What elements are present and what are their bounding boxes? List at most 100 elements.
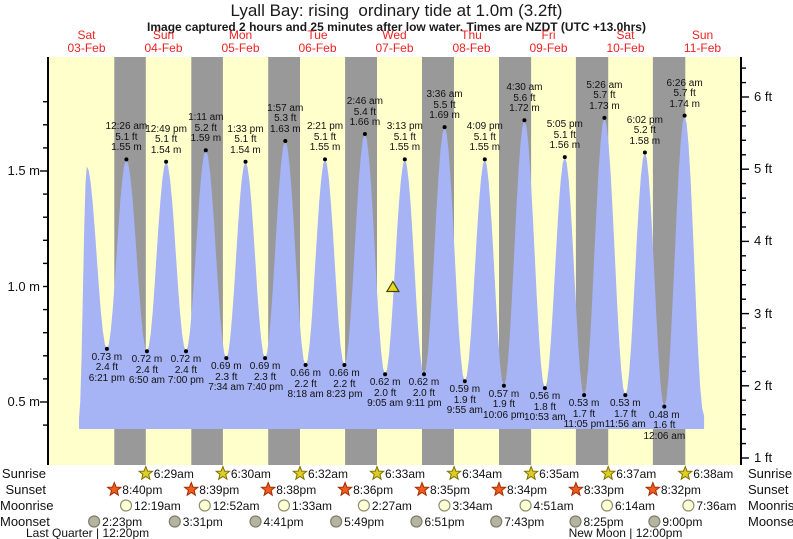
- tide-extreme-dot: [642, 150, 647, 155]
- high-tide-annotation: 5:05 pm 5.1 ft 1.56 m: [529, 120, 601, 152]
- annotation-line: 0.56 m: [529, 391, 561, 403]
- annotation-line: 11:05 pm: [563, 419, 605, 431]
- low-tide-annotation: 0.53 m 1.7 ft 11:05 pm: [548, 399, 620, 431]
- annotation-line: 12:49 pm: [145, 123, 187, 135]
- moonrise-time: 1:33am: [291, 498, 332, 513]
- high-tide-annotation: 6:26 am 5.7 ft 1.74 m: [649, 78, 721, 111]
- sunset-icon: [106, 481, 123, 497]
- tide-extreme-dot: [383, 372, 388, 377]
- sunrise-icon: [291, 465, 308, 481]
- annotation-line: 1.72 m: [509, 103, 540, 115]
- high-tide-annotation: 3:13 pm 5.1 ft 1.55 m: [369, 122, 441, 154]
- sunrise-time: 6:37am: [616, 466, 657, 481]
- low-tide-annotation: 0.62 m 2.0 ft 9:05 am: [349, 378, 421, 410]
- moonset-icon: [88, 515, 101, 528]
- annotation-line: 5:26 am: [586, 79, 623, 91]
- annotation-line: 1.58 m: [629, 135, 661, 147]
- sunset-row-label-left: Sunset: [5, 482, 46, 497]
- moon-phase-new-moon: New Moon | 12:00pm: [568, 526, 683, 539]
- day-date-label: 07-Feb: [375, 41, 414, 55]
- annotation-line: 3:36 am: [426, 89, 463, 101]
- annotation-line: 5.1 ft: [313, 131, 337, 143]
- moonrise-time: 4:51am: [533, 498, 574, 513]
- annotation-line: 0.53 m: [568, 398, 600, 410]
- moonrise-icon: [682, 499, 695, 512]
- annotation-line: 1.55 m: [111, 142, 142, 154]
- high-tide-annotation: 1:11 am 5.2 ft 1.59 m: [170, 113, 242, 145]
- page-subtitle: Image captured 2 hours and 25 minutes af…: [147, 20, 646, 34]
- sunrise-icon: [137, 465, 154, 481]
- annotation-line: 4:30 am: [506, 82, 543, 94]
- day-date-label: 05-Feb: [221, 41, 260, 55]
- tide-extreme-dot: [303, 363, 308, 367]
- annotation-line: 5.1 ft: [234, 134, 257, 146]
- low-tide-annotation: 0.72 m 2.4 ft 6:50 am: [111, 355, 183, 387]
- low-tide-annotation: 0.69 m 2.3 ft 7:34 am: [190, 362, 262, 394]
- annotation-line: 0.53 m: [609, 398, 641, 410]
- annotation-line: 12:06 am: [643, 430, 686, 442]
- tide-extreme-dot: [104, 346, 109, 351]
- annotation-line: 1.7 ft: [572, 408, 596, 420]
- annotation-line: 0.72 m: [131, 354, 163, 366]
- annotation-line: 5.1 ft: [553, 129, 576, 141]
- sunset-icon: [567, 481, 584, 497]
- moonset-icon: [330, 515, 343, 528]
- tide-extreme-dot: [482, 157, 487, 162]
- tide-extreme-dot: [542, 386, 547, 391]
- sunset-time: 8:40pm: [122, 482, 163, 497]
- annotation-line: 9:05 am: [367, 398, 404, 410]
- high-tide-annotation: 1:57 am 5.3 ft 1.63 m: [249, 103, 321, 136]
- sunset-time: 8:38pm: [276, 482, 317, 497]
- left-axis-tick-label: 1.0 m: [7, 278, 40, 294]
- annotation-line: 0.69 m: [249, 361, 281, 373]
- low-tide-annotation: 0.66 m 2.2 ft 8:23 pm: [308, 369, 380, 401]
- annotation-line: 2.4 ft: [95, 362, 118, 374]
- annotation-line: 2:21 pm: [306, 121, 344, 133]
- tide-extreme-dot: [422, 372, 426, 377]
- day-date-label: 11-Feb: [683, 41, 722, 55]
- sunrise-icon: [600, 465, 617, 481]
- annotation-line: 1.56 m: [549, 140, 581, 152]
- tide-extreme-dot: [582, 393, 587, 398]
- annotation-line: 10:06 pm: [483, 409, 525, 421]
- high-tide-annotation: 2:46 am 5.4 ft 1.66 m: [329, 97, 401, 129]
- sunrise-icon: [523, 465, 540, 481]
- day-date-label: 09-Feb: [529, 41, 568, 55]
- annotation-line: 5.4 ft: [353, 106, 376, 118]
- tide-extreme-dot: [562, 155, 567, 160]
- annotation-line: 0.59 m: [449, 384, 481, 396]
- tide-extreme-dot: [283, 139, 288, 143]
- annotation-line: 1.59 m: [190, 133, 222, 145]
- sunrise-icon: [369, 465, 386, 481]
- sunset-time: 8:39pm: [199, 482, 240, 497]
- moonset-icon: [648, 515, 661, 528]
- moonrise-icon: [198, 499, 211, 512]
- annotation-line: 11:56 am: [604, 419, 646, 431]
- annotation-line: 7:34 am: [208, 382, 245, 394]
- annotation-line: 5:05 pm: [546, 119, 583, 131]
- tide-extreme-dot: [203, 148, 208, 153]
- tide-extreme-dot: [144, 349, 149, 354]
- annotation-line: 1.9 ft: [492, 399, 516, 411]
- tide-extreme-dot: [462, 379, 467, 384]
- moonrise-icon: [519, 499, 532, 512]
- moonset-icon: [410, 515, 423, 528]
- annotation-line: 1:11 am: [188, 112, 224, 124]
- tide-extreme-dot: [184, 349, 188, 354]
- right-axis-tick-label: 4 ft: [754, 233, 773, 249]
- annotation-line: 0.72 m: [170, 354, 202, 366]
- sunset-time: 8:33pm: [583, 482, 624, 497]
- moonset-time: 7:43pm: [504, 514, 545, 529]
- annotation-line: 5.1 ft: [115, 131, 138, 143]
- right-axis-tick-label: 1 ft: [754, 450, 773, 465]
- day-name-label: Sat: [616, 28, 635, 42]
- low-tide-annotation: 0.48 m 1.6 ft 12:06 am: [628, 410, 700, 443]
- moonrise-icon: [600, 499, 614, 512]
- annotation-line: 1.66 m: [349, 117, 381, 129]
- annotation-line: 1.7 ft: [614, 408, 637, 420]
- moonset-icon: [168, 515, 181, 528]
- sunrise-icon: [446, 465, 463, 481]
- moonset-time: 3:31pm: [182, 514, 223, 529]
- moonrise-row-label-right: Moonrise: [748, 498, 793, 513]
